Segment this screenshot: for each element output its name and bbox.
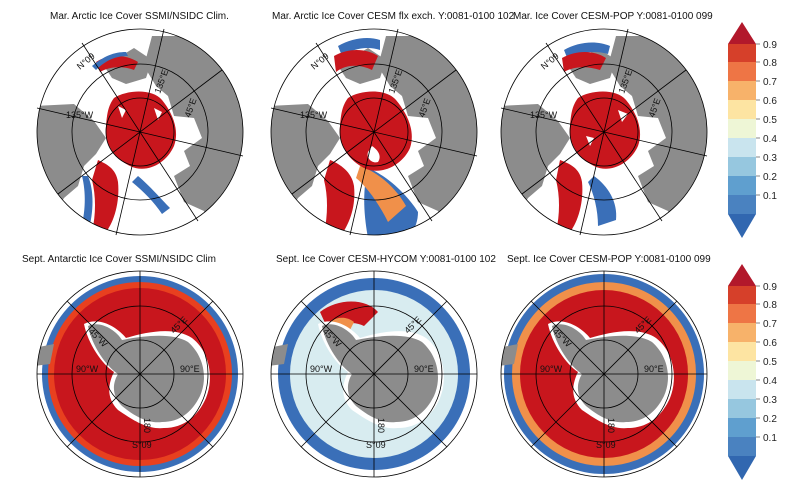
- grid-label-90w: 90°W: [540, 364, 563, 374]
- arctic-map-2: 135°W 135°E 45°E N°09: [270, 28, 478, 236]
- arctic-map-3: 135°W 135°E 45°E N°09: [500, 28, 708, 236]
- grid-label-180: 180: [376, 418, 386, 433]
- grid-label-90e: 90°E: [180, 364, 200, 374]
- cb-label-0.3: 0.3: [763, 395, 777, 406]
- antarctic-map-3: 90°W 90°E 45°W 45°E 180 S°09: [500, 270, 708, 478]
- land-eurasia: [378, 36, 477, 235]
- cb-label-0.7: 0.7: [763, 77, 777, 88]
- land-eurasia: [144, 36, 243, 235]
- cb-label-0.8: 0.8: [763, 58, 777, 69]
- grid-label-60s: S°09: [596, 440, 616, 450]
- cb-label-0.6: 0.6: [763, 96, 777, 107]
- cb-label-0.2: 0.2: [763, 172, 777, 183]
- cb-label-0.6: 0.6: [763, 338, 777, 349]
- antarctic-map-1: 90°W 90°E 45°W 45°E 180 S°09: [36, 270, 244, 478]
- panel-title-2: Mar. Arctic Ice Cover CESM flx exch. Y:0…: [272, 11, 515, 22]
- panel-title-5: Sept. Ice Cover CESM-HYCOM Y:0081-0100 1…: [276, 254, 496, 265]
- cb-label-0.4: 0.4: [763, 134, 777, 145]
- cb-label-0.2: 0.2: [763, 414, 777, 425]
- grid-label-180: 180: [142, 418, 152, 433]
- grid-label-60s: S°09: [366, 440, 386, 450]
- cb-label-0.1: 0.1: [763, 433, 777, 444]
- panel-title-4: Sept. Antarctic Ice Cover SSMI/NSIDC Cli…: [22, 254, 216, 265]
- cb-label-0.8: 0.8: [763, 300, 777, 311]
- grid-label-135w: 135°W: [300, 110, 328, 120]
- antarctic-map-2: 90°W 90°E 45°W 45°E 180 S°09: [270, 270, 478, 478]
- cb-label-0.5: 0.5: [763, 357, 777, 368]
- colorbar-bottom: 0.9 0.8 0.7 0.6 0.5 0.4 0.3 0.2 0.1: [728, 264, 777, 480]
- grid-label-90e: 90°E: [644, 364, 664, 374]
- panel-title-6: Sept. Ice Cover CESM-POP Y:0081-0100 099: [507, 254, 711, 265]
- grid-label-135w: 135°W: [530, 110, 558, 120]
- grid-label-60s: S°09: [132, 440, 152, 450]
- panel-title-1: Mar. Arctic Ice Cover SSMI/NSIDC Clim.: [50, 11, 229, 22]
- cb-label-0.9: 0.9: [763, 40, 777, 51]
- cb-label-0.7: 0.7: [763, 319, 777, 330]
- cb-label-0.3: 0.3: [763, 153, 777, 164]
- colorbar-top: 0.9 0.8 0.7 0.6 0.5 0.4 0.3 0.2 0.1: [728, 22, 777, 238]
- grid-label-90w: 90°W: [310, 364, 333, 374]
- grid-label-135w: 135°W: [66, 110, 94, 120]
- sea-ice-arctic: [569, 91, 641, 169]
- panel-title-3: Mar. Ice Cover CESM-POP Y:0081-0100 099: [513, 11, 713, 22]
- cb-label-0.4: 0.4: [763, 376, 777, 387]
- land-eurasia: [608, 36, 707, 235]
- arctic-map-1: 135°W 135°E 45°E N°09: [36, 28, 244, 236]
- grid-label-180: 180: [606, 418, 616, 433]
- cb-label-0.5: 0.5: [763, 115, 777, 126]
- cb-label-0.1: 0.1: [763, 191, 777, 202]
- grid-label-90w: 90°W: [76, 364, 99, 374]
- cb-label-0.9: 0.9: [763, 282, 777, 293]
- grid-label-90e: 90°E: [414, 364, 434, 374]
